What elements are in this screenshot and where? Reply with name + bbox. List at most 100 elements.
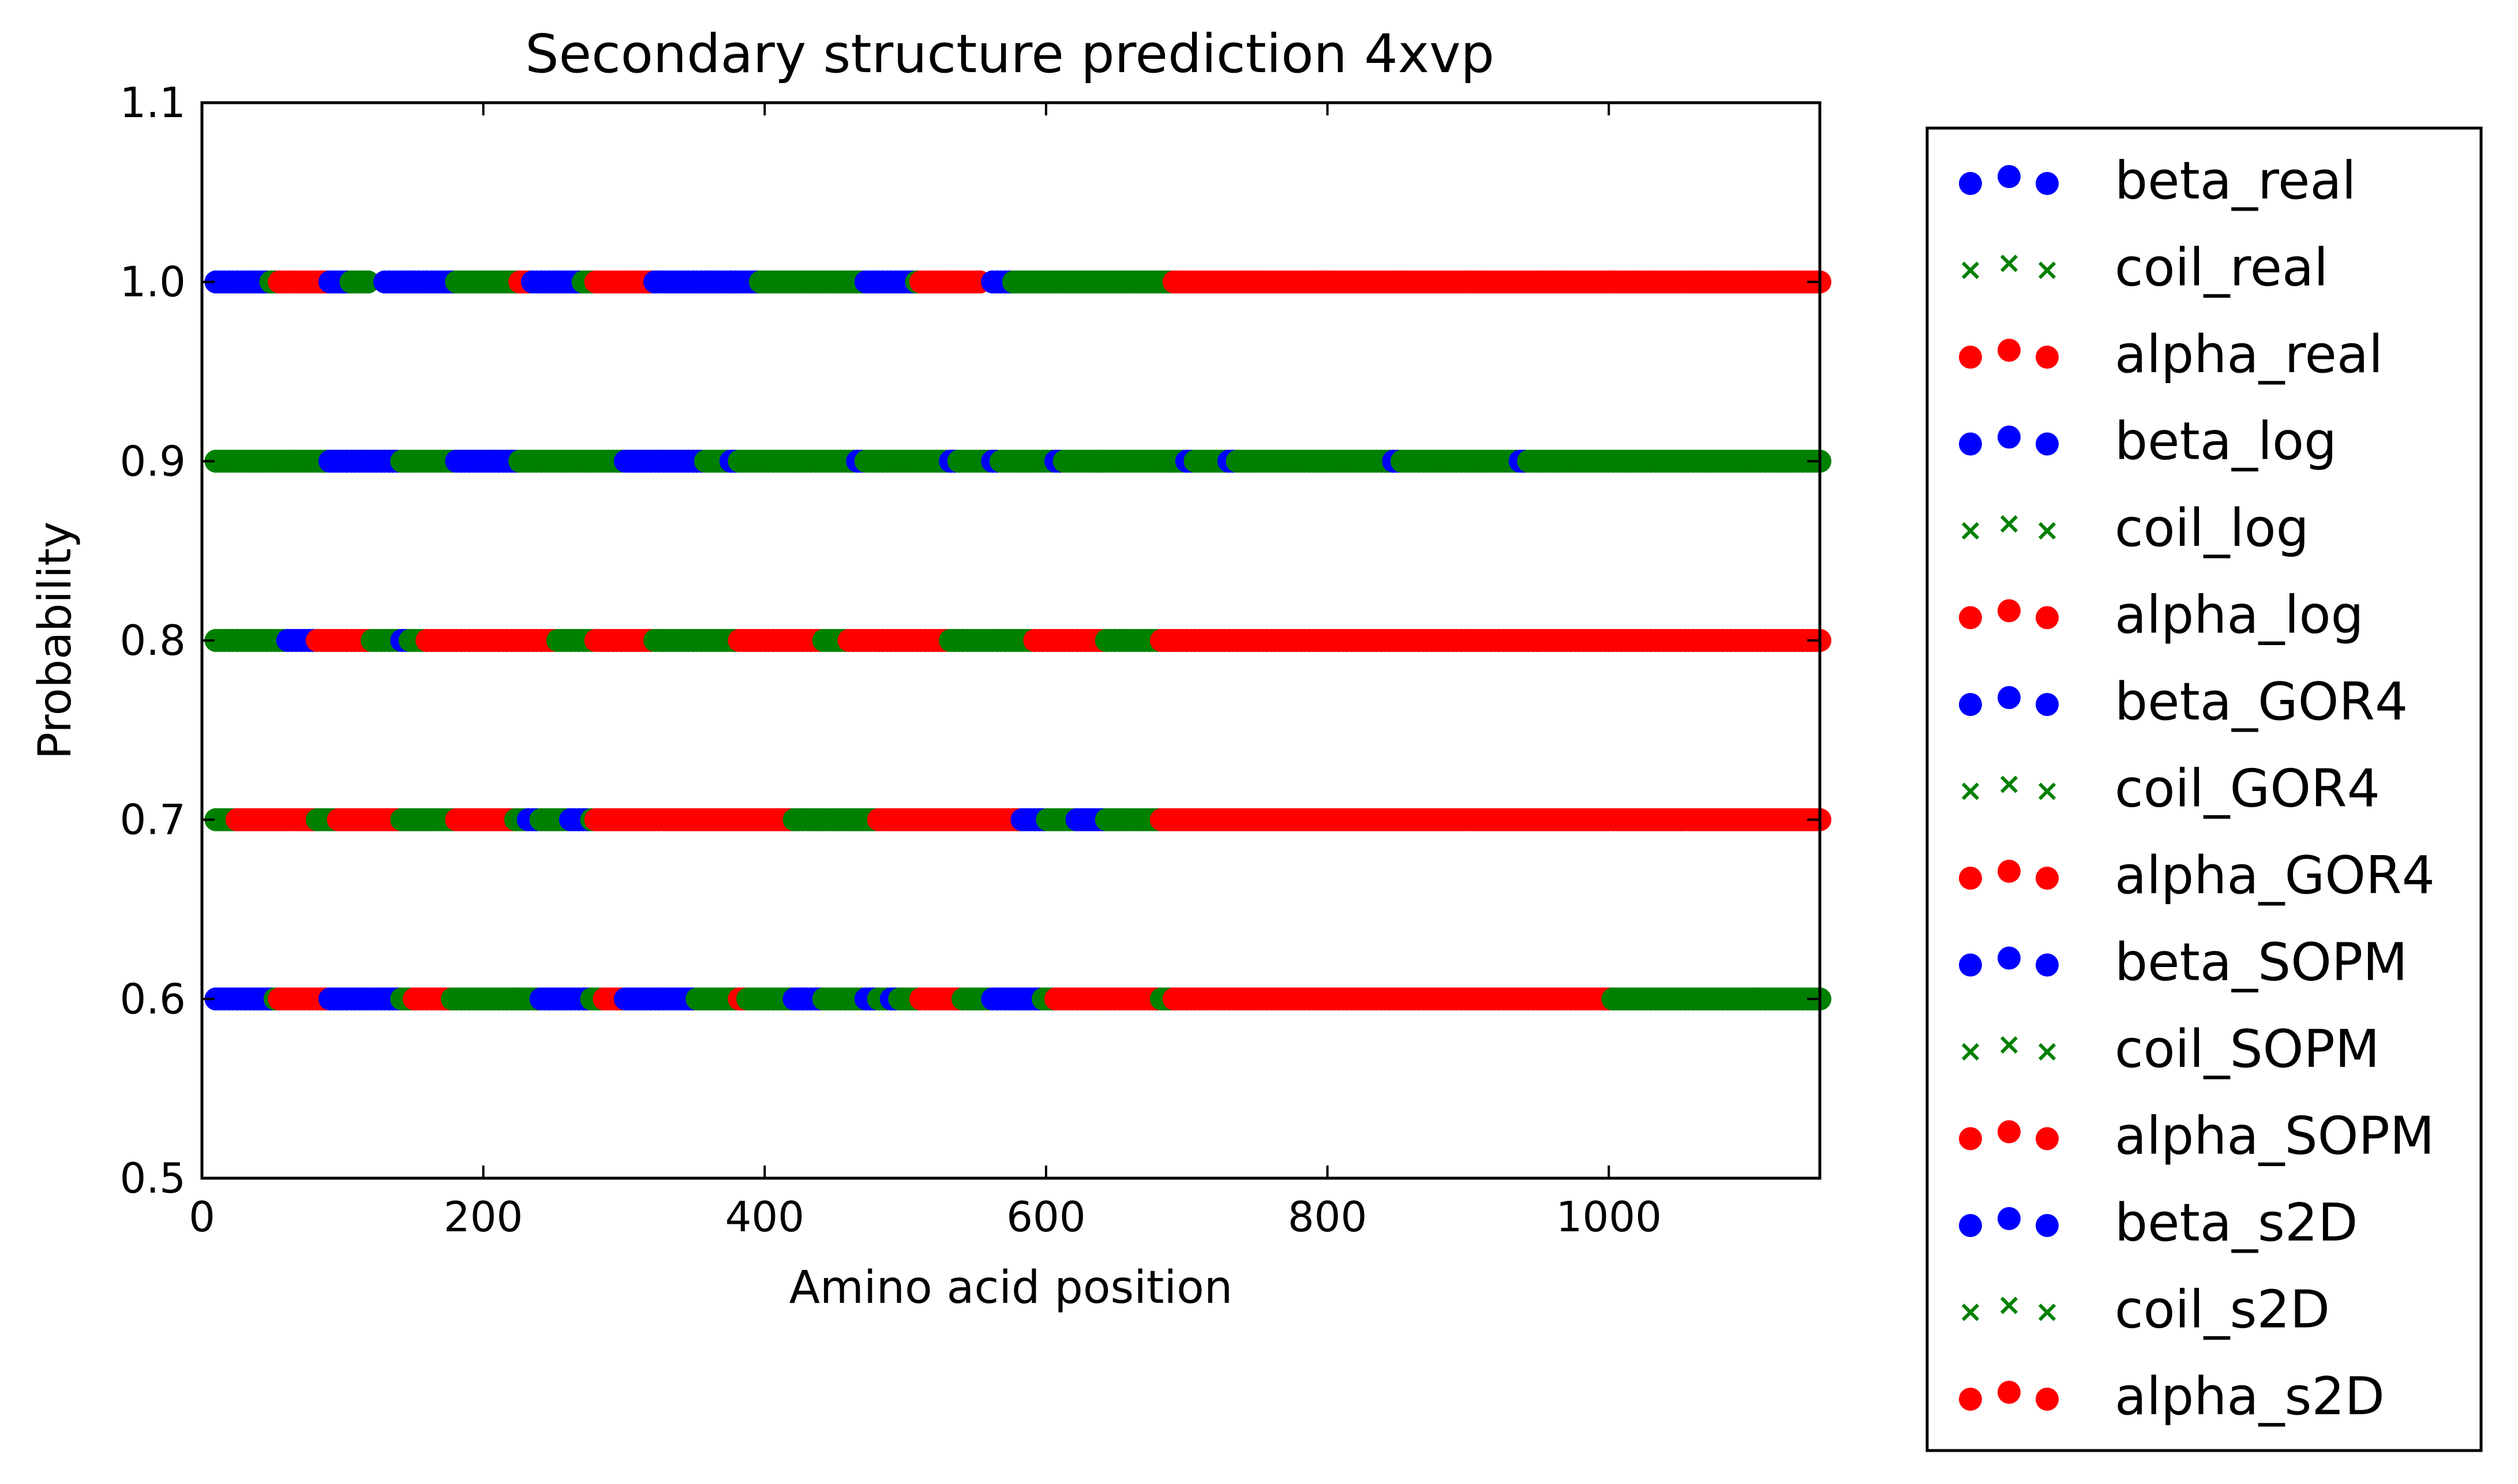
point-coil-real: [356, 270, 380, 294]
legend-marker: [2036, 1214, 2059, 1237]
y-tick-label: 1.0: [119, 258, 186, 306]
legend-marker: [1959, 867, 1982, 890]
legend-label: alpha_SOPM: [2115, 1106, 2434, 1167]
series-row-SOPM: [204, 808, 1831, 831]
legend-marker: [1998, 599, 2021, 623]
legend-entry: alpha_real: [1959, 324, 2383, 385]
legend-label: alpha_real: [2115, 324, 2383, 385]
legend-marker: [2000, 775, 2018, 793]
legend-marker: [2036, 432, 2059, 456]
y-tick-label: 0.6: [119, 975, 186, 1023]
legend-marker: [2000, 1296, 2018, 1314]
legend-marker: [1959, 346, 1982, 369]
legend-entry: coil_s2D: [1961, 1280, 2330, 1340]
legend-marker: [2036, 172, 2059, 195]
y-tick-label: 0.5: [119, 1154, 186, 1202]
legend-marker: [1961, 261, 1980, 279]
legend-marker: [2038, 782, 2056, 800]
legend-entry: alpha_s2D: [1959, 1366, 2385, 1427]
legend-marker: [1998, 165, 2021, 188]
x-tick-label: 1000: [1556, 1193, 1662, 1241]
legend-marker: [2036, 953, 2059, 977]
legend-entry: coil_GOR4: [1961, 759, 2380, 819]
legend-marker: [2038, 1303, 2056, 1321]
y-tick-label: 0.7: [119, 796, 186, 844]
legend-entry: beta_s2D: [1959, 1193, 2358, 1253]
legend-label: alpha_GOR4: [2115, 845, 2435, 906]
x-tick-label: 600: [1006, 1193, 1085, 1241]
legend-label: beta_GOR4: [2115, 672, 2408, 732]
legend-marker: [1961, 782, 1980, 800]
legend-label: coil_s2D: [2115, 1280, 2330, 1340]
legend-entry: beta_SOPM: [1959, 932, 2408, 993]
legend-marker: [2036, 693, 2059, 716]
legend-label: alpha_s2D: [2115, 1366, 2385, 1427]
y-axis-label: Probability: [29, 522, 81, 759]
chart-title: Secondary structure prediction 4xvp: [525, 23, 1494, 85]
legend-entry: coil_real: [1961, 238, 2328, 298]
legend-marker: [2000, 254, 2018, 272]
x-tick-label: 400: [725, 1193, 804, 1241]
legend-label: alpha_log: [2115, 585, 2364, 646]
legend: beta_real coil_real alpha_real beta_logcoil…: [1925, 126, 2483, 1452]
legend-label: coil_log: [2115, 498, 2309, 559]
legend-entry: beta_real: [1959, 151, 2356, 211]
y-tick-label: 1.1: [119, 78, 186, 127]
x-axis-label: Amino acid position: [789, 1262, 1233, 1314]
legend-marker: [1959, 606, 1982, 629]
data-marks: [204, 270, 1831, 1011]
legend-marker: [1998, 1207, 2021, 1230]
legend-marker: [2038, 1043, 2056, 1061]
series-row-log: [204, 449, 1831, 473]
legend-marker: [1959, 953, 1982, 977]
legend-label: coil_SOPM: [2115, 1019, 2380, 1080]
legend-marker: [1998, 339, 2021, 362]
legend-label: coil_real: [2115, 238, 2328, 298]
legend-entry: alpha_SOPM: [1959, 1106, 2434, 1167]
legend-marker: [2036, 346, 2059, 369]
legend-marker: [2036, 1127, 2059, 1151]
series-row-real: [204, 270, 1831, 294]
legend-marker: [2036, 1388, 2059, 1411]
legend-entry: alpha_log: [1959, 585, 2364, 646]
legend-marker: [1998, 860, 2021, 883]
legend-marker: [1961, 1303, 1980, 1321]
legend-marker: [1998, 686, 2021, 709]
x-tick-label: 800: [1288, 1193, 1367, 1241]
y-axis: 0.5 0.6 0.7 0.8 0.9 1.0 1.1: [119, 78, 1820, 1202]
legend-marker: [1961, 522, 1980, 540]
x-axis: 0 200 400 600 800 1000: [189, 103, 1662, 1241]
legend-marker: [2036, 867, 2059, 890]
legend-label: beta_SOPM: [2115, 932, 2408, 993]
legend-marker: [1961, 1043, 1980, 1061]
legend-marker: [1998, 1120, 2021, 1144]
legend-marker: [2036, 606, 2059, 629]
legend-items: beta_real coil_real alpha_real beta_logcoil…: [1959, 151, 2435, 1427]
legend-label: beta_log: [2115, 411, 2337, 472]
legend-marker: [1959, 1127, 1982, 1151]
legend-marker: [2000, 515, 2018, 533]
legend-entry: coil_log: [1961, 498, 2309, 559]
legend-marker: [1959, 432, 1982, 456]
legend-label: beta_s2D: [2115, 1193, 2358, 1253]
legend-marker: [1959, 1388, 1982, 1411]
y-tick-label: 0.8: [119, 616, 186, 665]
legend-entry: beta_GOR4: [1959, 672, 2408, 732]
legend-marker: [1959, 693, 1982, 716]
legend-marker: [2038, 522, 2056, 540]
legend-label: beta_real: [2115, 151, 2356, 211]
y-tick-label: 0.9: [119, 437, 186, 485]
legend-entry: alpha_GOR4: [1959, 845, 2435, 906]
series-row-s2D: [204, 987, 1831, 1011]
legend-label: coil_GOR4: [2115, 759, 2380, 819]
x-tick-label: 0: [189, 1193, 215, 1241]
legend-marker: [2000, 1036, 2018, 1054]
legend-marker: [2038, 261, 2056, 279]
series-row-GOR4: [204, 629, 1831, 652]
legend-entry: beta_log: [1959, 411, 2337, 472]
legend-marker: [1959, 1214, 1982, 1237]
x-tick-label: 200: [444, 1193, 523, 1241]
legend-entry: coil_SOPM: [1961, 1019, 2380, 1080]
